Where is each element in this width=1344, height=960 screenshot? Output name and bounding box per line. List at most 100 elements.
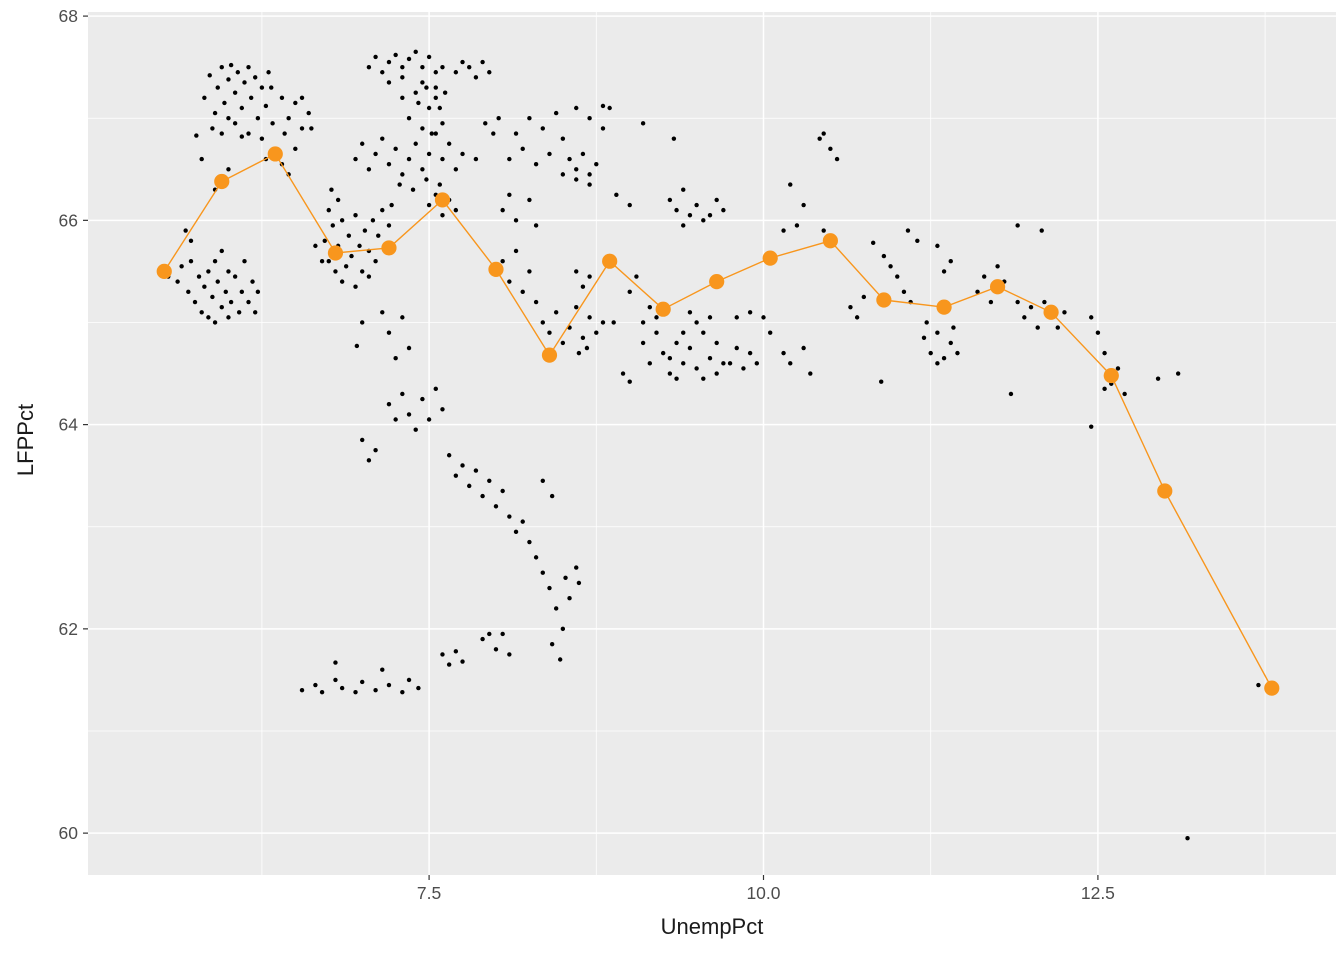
scatter-point: [767, 330, 773, 335]
scatter-point: [848, 304, 853, 310]
scatter-point: [640, 340, 646, 346]
scatter-point: [915, 238, 920, 243]
scatter-point: [982, 274, 987, 279]
scatter-point: [854, 315, 860, 320]
scatter-point: [520, 519, 525, 524]
scatter-point: [681, 330, 686, 335]
scatter-point: [924, 320, 929, 325]
scatter-point: [188, 258, 194, 264]
scatter-point: [255, 116, 261, 121]
scatter-point: [366, 64, 372, 70]
scatter-point: [210, 126, 215, 131]
scatter-point: [400, 391, 405, 397]
scatter-point: [406, 412, 412, 417]
scatter-point: [370, 218, 376, 223]
scatter-point: [1055, 325, 1060, 330]
scatter-point: [416, 100, 421, 106]
scatter-point: [574, 304, 579, 310]
scatter-point: [373, 687, 378, 693]
scatter-point: [460, 59, 465, 65]
scatter-point: [393, 52, 398, 58]
scatter-point: [380, 310, 385, 315]
scatter-point: [413, 49, 418, 55]
scatter-point: [1035, 325, 1040, 330]
scatter-point: [246, 64, 251, 70]
scatter-point: [834, 156, 840, 162]
scatter-point: [694, 366, 699, 371]
scatter-point: [594, 161, 599, 167]
scatter-point: [563, 575, 568, 581]
trend-point: [655, 301, 671, 317]
scatter-point: [951, 325, 956, 330]
scatter-point: [707, 315, 713, 320]
scatter-point: [473, 156, 479, 162]
scatter-point: [236, 310, 242, 315]
scatter-point: [199, 156, 204, 162]
scatter-point: [500, 207, 505, 213]
scatter-point: [426, 105, 432, 111]
scatter-point: [354, 343, 360, 349]
scatter-point: [808, 371, 813, 376]
scatter-point: [580, 284, 586, 289]
scatter-point: [353, 689, 358, 695]
scatter-point: [228, 62, 234, 68]
scatter-point: [681, 361, 686, 366]
scatter-point: [196, 274, 202, 279]
scatter-point: [188, 238, 194, 243]
scatter-point: [406, 677, 412, 683]
scatter-point: [594, 330, 599, 335]
scatter-point: [584, 345, 590, 351]
scatter-point: [500, 488, 505, 494]
trend-point: [989, 279, 1006, 295]
scatter-point: [376, 233, 381, 238]
trend-point: [822, 233, 838, 249]
scatter-point: [232, 274, 238, 279]
scatter-point: [279, 95, 285, 100]
scatter-point: [794, 223, 800, 228]
scatter-point: [640, 320, 646, 325]
scatter-point: [266, 70, 271, 75]
scatter-point: [349, 253, 354, 259]
scatter-point: [248, 95, 254, 100]
scatter-point: [491, 131, 496, 136]
scatter-point: [1102, 386, 1107, 392]
scatter-point: [420, 126, 425, 131]
scatter-point: [1256, 682, 1261, 688]
scatter-point: [393, 356, 398, 361]
y-axis-title: LFPPct: [13, 403, 38, 477]
scatter-point: [426, 417, 432, 422]
scatter-point: [533, 161, 539, 167]
scatter-point: [533, 555, 539, 560]
scatter-point: [400, 172, 405, 177]
scatter-point: [988, 299, 994, 305]
scatter-point: [654, 315, 659, 320]
scatter-point: [707, 356, 713, 361]
scatter-point: [473, 468, 479, 473]
scatter-point: [734, 315, 739, 320]
scatter-point: [513, 131, 519, 136]
scatter-point: [781, 350, 786, 356]
trend-point: [541, 347, 558, 363]
scatter-point: [701, 376, 706, 381]
scatter-point: [1102, 350, 1107, 356]
y-tick-label: 64: [59, 415, 79, 435]
scatter-point: [386, 80, 392, 85]
scatter-point: [995, 264, 1000, 269]
scatter-point: [611, 320, 616, 325]
scatter-point: [507, 514, 512, 519]
scatter-point: [1022, 315, 1027, 320]
scatter-point: [442, 90, 448, 95]
scatter-point: [219, 131, 224, 136]
scatter-point: [179, 264, 184, 269]
scatter-point: [183, 228, 188, 233]
scatter-point: [319, 689, 325, 695]
scatter-point: [487, 631, 492, 637]
scatter-point: [413, 427, 418, 432]
scatter-point: [360, 437, 365, 443]
scatter-point: [386, 401, 392, 407]
scatter-point: [453, 70, 459, 75]
scatter-point: [232, 121, 238, 126]
scatter-point: [607, 105, 612, 111]
scatter-point: [480, 493, 485, 499]
scatter-point: [553, 606, 559, 611]
